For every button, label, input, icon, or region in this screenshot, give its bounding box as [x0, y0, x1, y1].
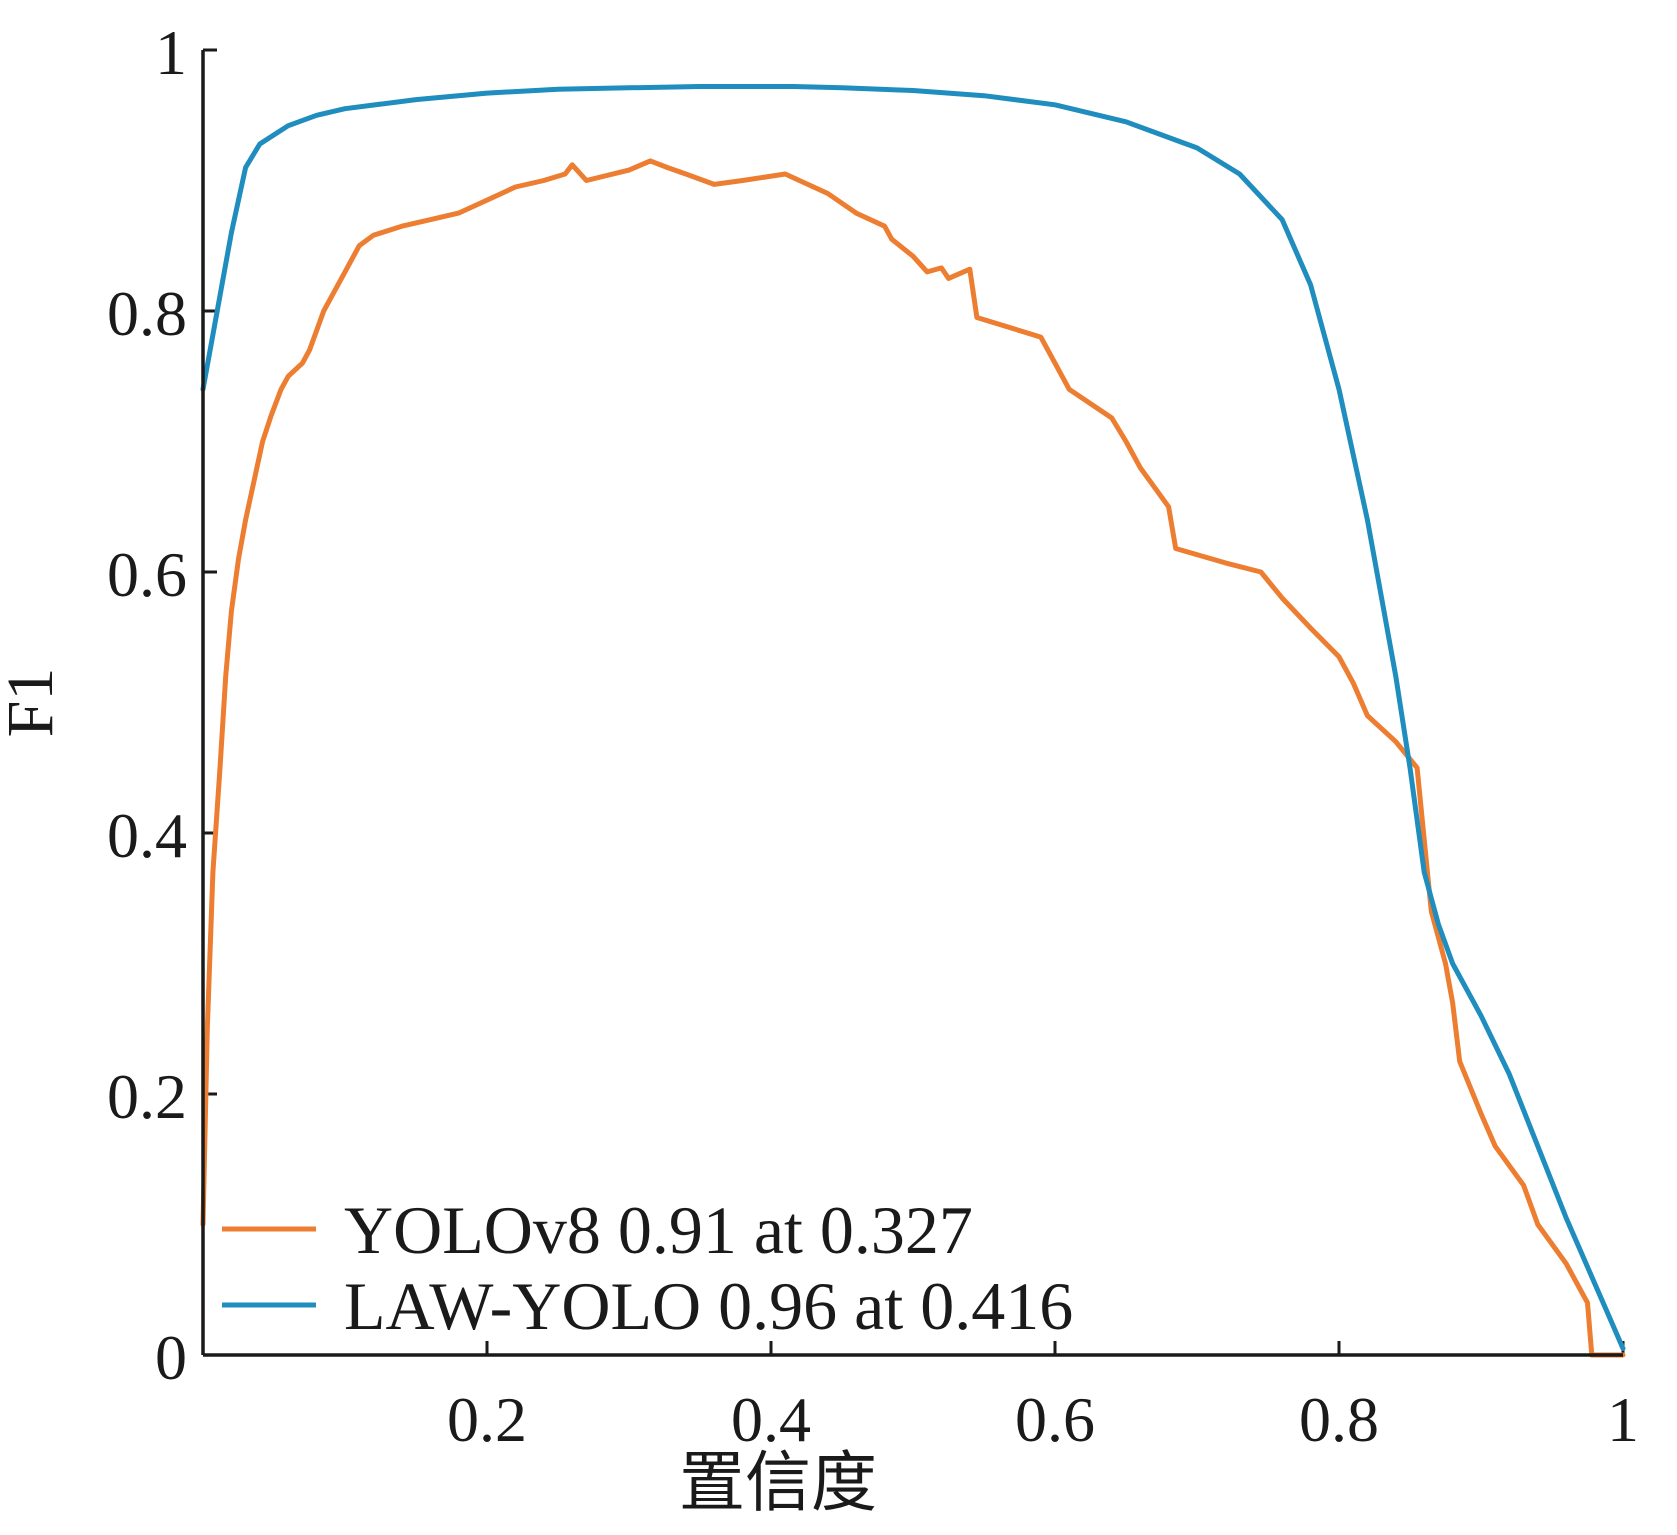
x-axis-ticks: 0.2 0.4 0.6 0.8 1: [447, 1341, 1639, 1455]
legend-entry-label: LAW-YOLO 0.96 at 0.416: [344, 1268, 1073, 1344]
series-lines: [200, 84, 1626, 1358]
legend-entry-label: YOLOv8 0.91 at 0.327: [344, 1192, 973, 1268]
x-tick-label: 0.6: [1015, 1384, 1095, 1455]
x-tick-label: 1: [1607, 1384, 1639, 1455]
y-tick-label: 0.6: [107, 539, 187, 610]
x-tick-label: 0.2: [447, 1384, 527, 1455]
y-tick-label: 1: [155, 17, 187, 88]
x-axis-label: 置信度: [679, 1447, 877, 1520]
x-tick-label: 0.4: [731, 1384, 811, 1455]
y-tick-label: 0.8: [107, 278, 187, 349]
y-axis-label: F1: [0, 668, 67, 738]
series-line-yolov8: [200, 158, 1626, 1358]
y-tick-label: 0.2: [107, 1061, 187, 1132]
y-axis-ticks: 0 0.2 0.4 0.6 0.8 1: [107, 17, 217, 1393]
y-tick-label: 0.4: [107, 800, 187, 871]
x-tick-label: 0.8: [1299, 1384, 1379, 1455]
series-line-law-yolo: [200, 84, 1626, 1351]
y-tick-label: 0: [155, 1322, 187, 1393]
